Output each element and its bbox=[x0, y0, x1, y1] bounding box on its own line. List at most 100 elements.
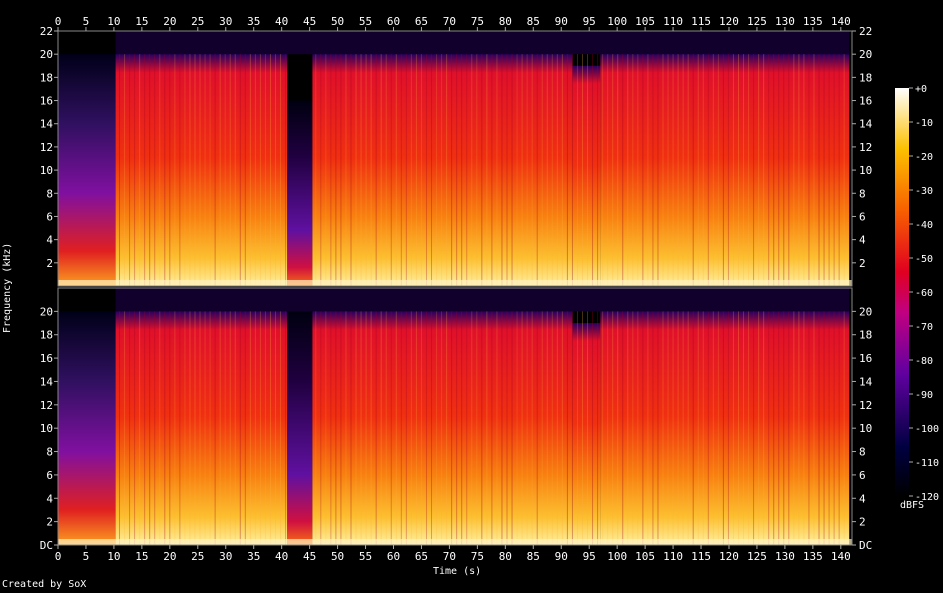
x-tick-label: 30 bbox=[219, 15, 232, 28]
x-tick-label: 85 bbox=[527, 550, 540, 563]
y-tick-label: 2 bbox=[859, 516, 866, 529]
x-tick-label: 130 bbox=[775, 15, 795, 28]
spectrum-segment bbox=[115, 311, 288, 545]
x-tick-label: 40 bbox=[275, 550, 288, 563]
y-tick-label: 6 bbox=[859, 210, 866, 223]
colorbar-tick-label: -50 bbox=[915, 254, 933, 265]
y-tick-label: 20 bbox=[40, 48, 53, 61]
spectrum-segment bbox=[572, 323, 601, 545]
y-tick-label: 12 bbox=[859, 399, 872, 412]
spectrum-segment bbox=[572, 65, 601, 286]
spectrum-segment bbox=[115, 54, 288, 286]
x-tick-label: 30 bbox=[219, 550, 232, 563]
x-tick-label: 125 bbox=[747, 15, 767, 28]
y-tick-label: 18 bbox=[40, 329, 53, 342]
x-tick-label: 50 bbox=[331, 550, 344, 563]
x-tick-label: 35 bbox=[247, 15, 260, 28]
colorbar-tick-label: -120 bbox=[915, 492, 939, 503]
x-tick-label: 80 bbox=[499, 15, 512, 28]
x-tick-label: 80 bbox=[499, 550, 512, 563]
x-tick-label: 100 bbox=[607, 15, 627, 28]
x-tick-label: 95 bbox=[583, 550, 596, 563]
colorbar-tick-label: -60 bbox=[915, 288, 933, 299]
spectrum-segment bbox=[58, 311, 116, 545]
x-tick-label: 10 bbox=[107, 550, 120, 563]
y-tick-label: 8 bbox=[859, 446, 866, 459]
x-tick-label: 20 bbox=[163, 15, 176, 28]
x-tick-label: 135 bbox=[803, 15, 823, 28]
y-tick-label: 20 bbox=[859, 305, 872, 318]
y-tick-label: 10 bbox=[40, 422, 53, 435]
x-tick-label: 100 bbox=[607, 550, 627, 563]
spectrum-segment bbox=[312, 311, 573, 545]
spectrum-segment bbox=[287, 100, 313, 286]
x-tick-label: 0 bbox=[55, 550, 62, 563]
x-tick-label: 135 bbox=[803, 550, 823, 563]
colorbar-tick-label: -110 bbox=[915, 458, 939, 469]
x-tick-label: 115 bbox=[691, 550, 711, 563]
colorbar-unit-label: dBFS bbox=[900, 500, 925, 511]
x-tick-label: 50 bbox=[331, 15, 344, 28]
x-tick-label: 20 bbox=[163, 550, 176, 563]
colorbar-gradient bbox=[895, 88, 909, 496]
y-tick-label: 12 bbox=[40, 399, 53, 412]
y-tick-label: 18 bbox=[40, 71, 53, 84]
x-tick-label: 5 bbox=[83, 15, 90, 28]
colorbar-tick-label: -90 bbox=[915, 390, 933, 401]
x-tick-label: 130 bbox=[775, 550, 795, 563]
x-tick-label: 105 bbox=[635, 15, 655, 28]
colorbar-tick-label: -20 bbox=[915, 152, 933, 163]
x-tick-label: 0 bbox=[55, 15, 62, 28]
y-tick-label: 10 bbox=[859, 164, 872, 177]
x-tick-label: 60 bbox=[387, 15, 400, 28]
x-axis-label: Time (s) bbox=[433, 566, 482, 577]
y-axis-label: Frequency (kHz) bbox=[2, 242, 13, 333]
y-tick-label: DC bbox=[859, 539, 872, 552]
x-tick-label: 95 bbox=[583, 15, 596, 28]
y-tick-label: 4 bbox=[46, 234, 53, 247]
x-tick-label: 25 bbox=[191, 550, 204, 563]
colorbar-tick-label: +0 bbox=[915, 84, 927, 95]
x-tick-label: 140 bbox=[831, 15, 851, 28]
y-tick-label: 4 bbox=[859, 234, 866, 247]
channel-frame bbox=[57, 287, 853, 546]
y-tick-label: 14 bbox=[40, 375, 54, 388]
y-tick-label: 12 bbox=[859, 141, 872, 154]
y-tick-label: 10 bbox=[859, 422, 872, 435]
y-tick-label: 2 bbox=[859, 257, 866, 270]
x-tick-label: 45 bbox=[303, 550, 316, 563]
x-tick-label: 75 bbox=[471, 15, 484, 28]
x-tick-label: 140 bbox=[831, 550, 851, 563]
x-tick-label: 40 bbox=[275, 15, 288, 28]
high-frequency-fringe bbox=[115, 31, 850, 55]
y-tick-label: 14 bbox=[859, 375, 873, 388]
y-tick-label: 18 bbox=[859, 329, 872, 342]
channel-frame bbox=[57, 30, 853, 287]
y-tick-label: 22 bbox=[859, 25, 872, 38]
credit-text: Created by SoX bbox=[2, 579, 87, 590]
low-frequency-band bbox=[58, 280, 852, 286]
y-tick-label: 14 bbox=[40, 118, 54, 131]
x-tick-label: 15 bbox=[135, 550, 148, 563]
y-tick-label: 16 bbox=[859, 352, 872, 365]
y-tick-label: 16 bbox=[859, 95, 872, 108]
y-tick-label: 12 bbox=[40, 141, 53, 154]
x-tick-label: 105 bbox=[635, 550, 655, 563]
colorbar-tick-label: -10 bbox=[915, 118, 933, 129]
spectrum-segment bbox=[287, 311, 313, 545]
x-tick-label: 120 bbox=[719, 15, 739, 28]
y-tick-label: 20 bbox=[40, 305, 53, 318]
x-tick-label: 65 bbox=[415, 15, 428, 28]
spectrum-segment bbox=[600, 54, 850, 286]
y-tick-label: 22 bbox=[40, 25, 53, 38]
x-tick-label: 25 bbox=[191, 15, 204, 28]
x-tick-label: 55 bbox=[359, 15, 372, 28]
colorbar-tick-label: -70 bbox=[915, 322, 933, 333]
y-tick-label: 4 bbox=[859, 492, 866, 505]
y-tick-label: 8 bbox=[46, 187, 53, 200]
y-tick-label: 4 bbox=[46, 492, 53, 505]
y-tick-label: 14 bbox=[859, 118, 873, 131]
colorbar-tick-label: -100 bbox=[915, 424, 939, 435]
spectrum-segment bbox=[312, 54, 573, 286]
